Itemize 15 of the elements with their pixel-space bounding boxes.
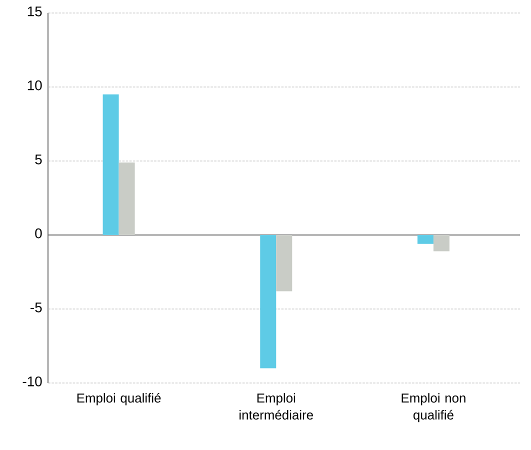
bar: [417, 235, 434, 244]
bar: [433, 235, 450, 252]
bar: [118, 162, 135, 235]
bar: [102, 94, 119, 235]
y-tick-label: 0: [35, 228, 42, 238]
y-tick-label: 10: [28, 80, 42, 90]
y-tick-label: -5: [30, 302, 42, 312]
bar: [260, 235, 276, 368]
y-tick-label: -10: [22, 376, 42, 386]
x-tick-label: Emploi non qualifié: [402, 393, 466, 422]
bar: [276, 235, 292, 292]
y-tick-label: 15: [28, 6, 42, 16]
y-tick-label: 5: [35, 154, 42, 164]
x-tick-label: Emploi qualifié: [77, 392, 161, 406]
x-tick-label: Emploi intermédiaire: [240, 393, 313, 420]
